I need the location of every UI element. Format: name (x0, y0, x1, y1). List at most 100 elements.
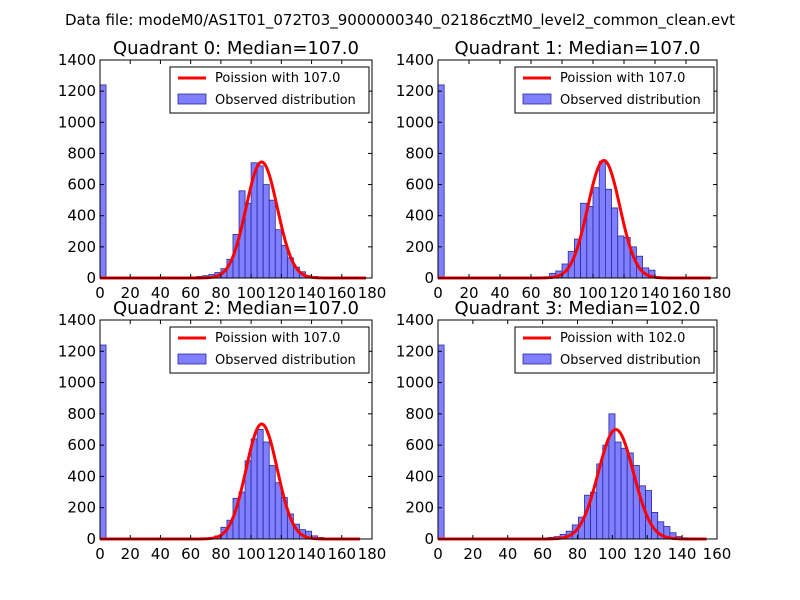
y-tick-label: 1000 (396, 113, 434, 131)
poisson-curve (437, 428, 708, 541)
x-tick-label: 160 (703, 545, 732, 563)
histogram-bar (592, 187, 600, 279)
histogram-bar (262, 184, 270, 279)
x-tick-label: 180 (358, 284, 387, 302)
y-tick-label: 0 (86, 269, 96, 287)
y-tick-label: 400 (405, 207, 434, 225)
x-tick-label: 160 (672, 284, 701, 302)
x-tick-label: 160 (327, 545, 356, 563)
histogram-bar (99, 344, 107, 540)
y-tick-label: 600 (67, 176, 96, 194)
histogram-bar (250, 438, 258, 540)
x-tick-label: 20 (121, 545, 140, 563)
legend-curve-label: Poission with 107.0 (560, 71, 685, 86)
legend: Poission with 102.0 Observed distribution (514, 326, 715, 374)
histogram-bar (274, 482, 282, 540)
legend-curve-label: Poission with 102.0 (560, 331, 685, 346)
x-tick-label: 140 (641, 284, 670, 302)
poisson-curve (99, 422, 361, 541)
legend-box (514, 326, 715, 374)
legend-bar-swatch (522, 353, 552, 365)
y-tick-label: 800 (405, 405, 434, 423)
x-tick-label: 120 (267, 545, 296, 563)
histogram-bar (617, 235, 625, 279)
histogram-bar (262, 441, 270, 540)
legend-bar-label: Observed distribution (215, 353, 356, 368)
x-tick-label: 60 (521, 284, 540, 302)
y-tick-label: 1400 (396, 51, 434, 69)
figure-title: Data file: modeM0/AS1T01_072T03_90000003… (65, 11, 735, 30)
histogram-bar (437, 344, 445, 540)
y-tick-label: 400 (67, 207, 96, 225)
y-tick-label: 1200 (396, 342, 434, 360)
x-tick-label: 0 (433, 284, 443, 302)
y-tick-label: 0 (86, 530, 96, 548)
y-tick-label: 800 (67, 405, 96, 423)
x-tick-label: 100 (579, 284, 608, 302)
histogram-bar (602, 444, 610, 540)
y-tick-label: 1400 (58, 311, 96, 329)
y-tick-label: 1000 (58, 113, 96, 131)
legend-bar-swatch (522, 93, 552, 105)
y-tick-label: 1200 (396, 82, 434, 100)
y-tick-label: 800 (67, 144, 96, 162)
legend-bar-label: Observed distribution (560, 93, 701, 108)
legend-box (169, 66, 370, 114)
legend: Poission with 107.0 Observed distribution (169, 326, 370, 374)
x-tick-label: 20 (121, 284, 140, 302)
x-tick-label: 180 (703, 284, 732, 302)
x-tick-label: 120 (610, 284, 639, 302)
panel-title: Quadrant 1: Median=107.0 (455, 38, 701, 59)
histogram-bar (268, 465, 276, 540)
x-tick-label: 60 (181, 284, 200, 302)
y-tick-label: 1400 (58, 51, 96, 69)
histogram-bar (268, 199, 276, 279)
legend: Poission with 107.0 Observed distribution (169, 66, 370, 114)
y-tick-label: 200 (67, 238, 96, 256)
x-tick-label: 100 (598, 545, 627, 563)
y-tick-label: 1200 (58, 82, 96, 100)
x-tick-label: 100 (237, 284, 266, 302)
x-tick-label: 40 (498, 545, 517, 563)
quadrant-3-panel: Quadrant 3: Median=102.0 0 20 40 60 80 100 120 1… (396, 298, 732, 563)
y-tick-label: 400 (67, 467, 96, 485)
x-tick-label: 0 (95, 545, 105, 563)
x-tick-label: 160 (327, 284, 356, 302)
histogram-bar (256, 165, 264, 279)
y-tick-label: 400 (405, 467, 434, 485)
y-tick-label: 200 (405, 499, 434, 517)
histogram-bar (256, 429, 264, 540)
y-tick-label: 200 (405, 238, 434, 256)
x-tick-label: 140 (297, 284, 326, 302)
x-tick-label: 100 (237, 545, 266, 563)
legend-curve-label: Poission with 107.0 (215, 71, 340, 86)
x-tick-label: 40 (151, 284, 170, 302)
histogram-bar (437, 84, 445, 279)
y-tick-label: 1000 (396, 374, 434, 392)
histogram-bar (280, 244, 288, 279)
y-tick-label: 1400 (396, 311, 434, 329)
y-tick-label: 0 (424, 269, 434, 287)
x-tick-label: 120 (633, 545, 662, 563)
histogram-bar (611, 207, 619, 279)
histogram-bar (274, 229, 282, 279)
histogram-bar (614, 441, 622, 540)
x-tick-label: 60 (533, 545, 552, 563)
y-tick-label: 0 (424, 530, 434, 548)
panel-title: Quadrant 3: Median=102.0 (455, 298, 701, 319)
quadrant-2-panel: Quadrant 2: Median=107.00 20 40 60 80 100 120 1… (58, 298, 387, 563)
x-tick-label: 80 (552, 284, 571, 302)
legend-box (514, 66, 715, 114)
y-tick-label: 600 (67, 436, 96, 454)
y-tick-label: 1000 (58, 374, 96, 392)
axes-frame (437, 59, 718, 279)
panel-title: Quadrant 0: Median=107.0 (113, 38, 359, 59)
y-tick-label: 1200 (58, 342, 96, 360)
x-tick-label: 0 (433, 545, 443, 563)
x-tick-label: 20 (463, 545, 482, 563)
x-tick-label: 20 (459, 284, 478, 302)
x-tick-label: 0 (95, 284, 105, 302)
y-tick-label: 600 (405, 176, 434, 194)
histogram-bar (586, 205, 594, 279)
